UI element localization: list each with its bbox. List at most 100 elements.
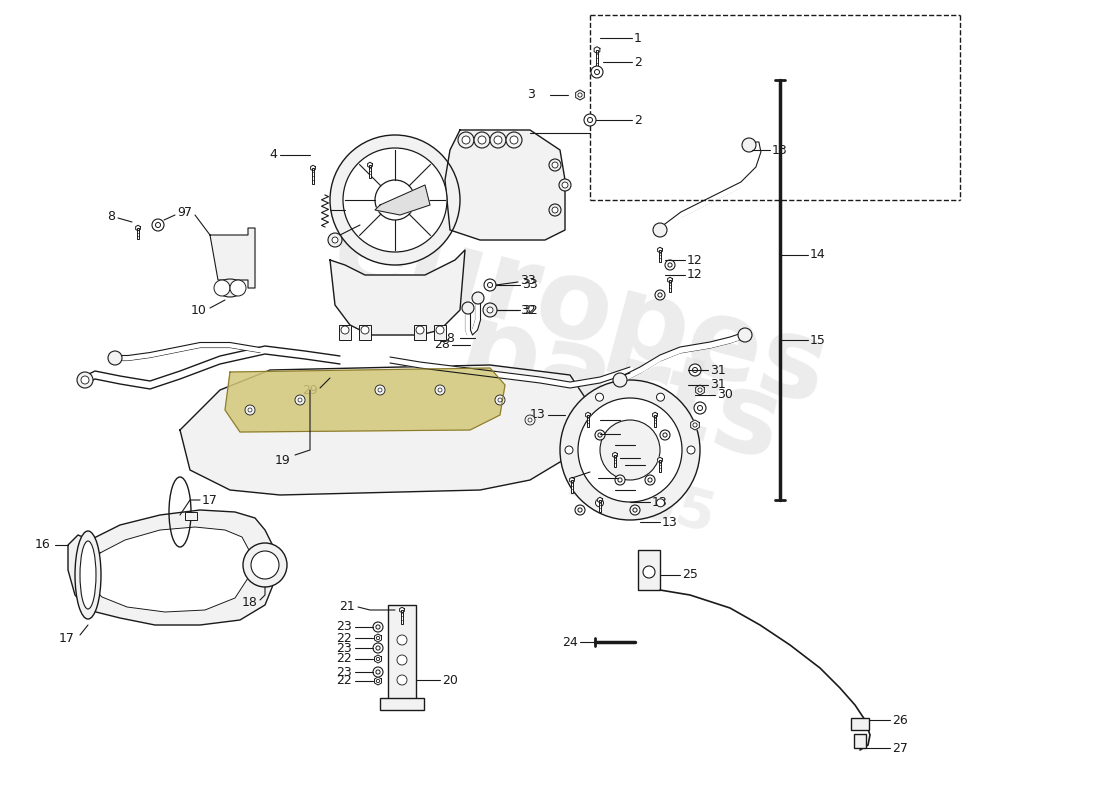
Text: 17: 17: [202, 494, 218, 506]
Bar: [851, 718, 869, 730]
Circle shape: [648, 478, 652, 482]
Bar: [414, 325, 426, 340]
Text: since: since: [515, 413, 685, 507]
Circle shape: [376, 646, 381, 650]
Circle shape: [657, 393, 664, 401]
Text: 17: 17: [59, 631, 75, 645]
Circle shape: [376, 679, 380, 682]
Text: 1: 1: [634, 31, 642, 45]
Polygon shape: [446, 130, 565, 240]
Circle shape: [613, 373, 627, 387]
Text: 24: 24: [562, 635, 578, 649]
Circle shape: [693, 423, 697, 427]
Circle shape: [458, 132, 474, 148]
Circle shape: [654, 290, 666, 300]
Text: 5: 5: [346, 203, 355, 217]
Circle shape: [632, 508, 637, 512]
Polygon shape: [668, 278, 672, 282]
Text: 8: 8: [107, 210, 116, 222]
Bar: [653, 415, 656, 426]
Text: 30: 30: [717, 389, 733, 402]
Bar: [434, 325, 446, 340]
Circle shape: [697, 406, 703, 410]
Text: 27: 27: [892, 742, 907, 754]
Circle shape: [584, 114, 596, 126]
Bar: [854, 734, 866, 748]
Bar: [400, 610, 403, 623]
Circle shape: [397, 675, 407, 685]
Ellipse shape: [217, 279, 243, 297]
Circle shape: [436, 326, 444, 334]
Text: 2: 2: [634, 114, 642, 126]
Circle shape: [230, 280, 246, 296]
Polygon shape: [594, 46, 600, 54]
Circle shape: [487, 307, 493, 313]
Circle shape: [595, 430, 605, 440]
Circle shape: [630, 505, 640, 515]
Circle shape: [490, 132, 506, 148]
Polygon shape: [374, 677, 382, 685]
Circle shape: [560, 380, 700, 520]
Circle shape: [108, 351, 122, 365]
Circle shape: [618, 478, 623, 482]
Circle shape: [81, 376, 89, 384]
Text: 28: 28: [439, 331, 455, 345]
Text: 13: 13: [772, 143, 788, 157]
Circle shape: [600, 420, 660, 480]
Polygon shape: [613, 452, 617, 458]
Circle shape: [397, 635, 407, 645]
Circle shape: [644, 566, 654, 578]
Circle shape: [361, 326, 368, 334]
Bar: [614, 455, 616, 466]
Circle shape: [689, 364, 701, 376]
Text: 2: 2: [634, 55, 642, 69]
Polygon shape: [86, 527, 250, 612]
Circle shape: [494, 136, 502, 144]
Bar: [596, 50, 598, 68]
Text: 13: 13: [662, 515, 678, 529]
Text: 12: 12: [688, 269, 703, 282]
Polygon shape: [226, 368, 505, 432]
Circle shape: [598, 433, 602, 437]
Bar: [185, 512, 197, 520]
Text: 25: 25: [682, 569, 697, 582]
Circle shape: [373, 667, 383, 677]
Circle shape: [376, 658, 380, 661]
Polygon shape: [310, 166, 316, 170]
Circle shape: [594, 70, 600, 74]
Text: 13: 13: [652, 495, 668, 509]
Text: 13: 13: [621, 427, 638, 441]
Circle shape: [332, 237, 338, 243]
Text: 18: 18: [242, 597, 258, 610]
Circle shape: [653, 223, 667, 237]
Polygon shape: [374, 634, 382, 642]
Polygon shape: [367, 162, 373, 168]
Ellipse shape: [75, 531, 101, 619]
Circle shape: [660, 430, 670, 440]
Bar: [638, 550, 660, 590]
Circle shape: [549, 204, 561, 216]
Circle shape: [498, 398, 502, 402]
Polygon shape: [399, 607, 405, 613]
Text: 28: 28: [434, 338, 450, 351]
Text: 11: 11: [592, 463, 607, 477]
Circle shape: [245, 405, 255, 415]
Text: 12: 12: [688, 254, 703, 266]
Text: 22: 22: [337, 653, 352, 666]
Polygon shape: [330, 250, 465, 335]
Circle shape: [343, 148, 447, 252]
Polygon shape: [180, 365, 590, 495]
Circle shape: [376, 625, 381, 629]
Circle shape: [688, 446, 695, 454]
Circle shape: [510, 136, 518, 144]
Text: 19: 19: [274, 454, 290, 466]
Polygon shape: [695, 385, 704, 395]
Circle shape: [565, 446, 573, 454]
Polygon shape: [575, 90, 584, 100]
Bar: [587, 415, 590, 426]
Text: 13: 13: [620, 471, 636, 485]
Circle shape: [375, 180, 415, 220]
Bar: [659, 250, 661, 262]
Text: 31: 31: [710, 363, 726, 377]
Circle shape: [330, 135, 460, 265]
